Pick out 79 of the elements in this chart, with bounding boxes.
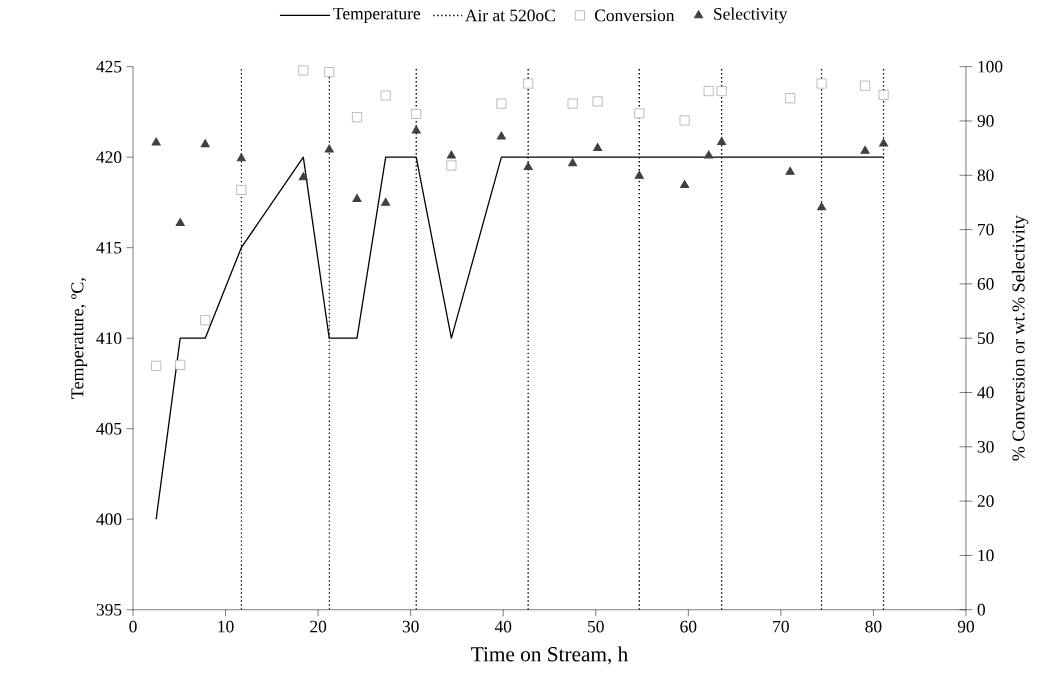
point: [324, 67, 335, 78]
x-tick-label: 70: [773, 620, 789, 633]
point: [567, 98, 578, 109]
point: [236, 185, 247, 195]
point: [703, 86, 714, 97]
x-tick-label: 10: [218, 620, 234, 633]
y2-tick-label: 50: [977, 332, 994, 345]
point: [380, 90, 391, 101]
point: [785, 166, 795, 175]
x-tick-label: 40: [494, 620, 512, 633]
point: [817, 202, 827, 211]
point: [879, 138, 889, 147]
point: [785, 93, 796, 104]
point: [151, 137, 161, 146]
y2-tick-label: 30: [977, 440, 994, 453]
x-tick-label: 30: [402, 620, 419, 633]
y2-tick-label: 0: [977, 603, 986, 616]
point: [381, 197, 391, 206]
point: [593, 143, 603, 152]
y2-tick-label: 20: [977, 495, 994, 508]
point: [704, 150, 714, 159]
x-tick-label: 20: [310, 620, 327, 633]
point: [523, 162, 533, 171]
point: [324, 144, 334, 153]
point: [236, 153, 246, 162]
legend-label: Temperature: [333, 7, 421, 24]
y2-tick-label: 100: [978, 60, 1003, 73]
y-tick-label: 425: [96, 60, 122, 73]
point: [568, 158, 578, 167]
x-tick-label: 90: [957, 620, 975, 633]
y-tick-label: 415: [96, 241, 122, 254]
y2-tick-label: 40: [977, 386, 994, 399]
point: [860, 80, 870, 91]
point: [496, 131, 506, 140]
x-axis-title: Time on Stream, h: [471, 646, 628, 665]
point: [679, 115, 690, 126]
point: [680, 179, 690, 188]
x-tick-label: 80: [865, 620, 882, 633]
point: [175, 217, 185, 226]
y-axis-title: Temperature, ºC,: [71, 278, 88, 399]
point: [446, 160, 457, 171]
legend-label: Conversion: [594, 9, 675, 22]
y2-axis-title: % Conversion or wt.% Selectivity: [1011, 215, 1029, 461]
point: [298, 172, 308, 181]
y2-tick-label: 70: [978, 223, 994, 236]
y2-tick-label: 60: [977, 278, 994, 290]
y2-tick-label: 90: [977, 115, 994, 127]
y-tick-label: 420: [96, 151, 122, 164]
point: [352, 194, 362, 203]
point: [151, 361, 162, 371]
legend-label: Selectivity: [714, 7, 788, 24]
point: [523, 78, 534, 89]
x-tick-label: 50: [588, 620, 604, 633]
y-tick-label: 405: [96, 422, 122, 435]
y-tick-label: 400: [96, 513, 122, 526]
point: [634, 170, 644, 179]
point: [860, 145, 870, 154]
x-tick-label: 60: [680, 620, 697, 633]
point: [446, 150, 456, 159]
point: [175, 359, 186, 370]
point: [298, 65, 309, 76]
y-tick-label: 395: [96, 603, 122, 616]
y2-tick-label: 10: [978, 549, 994, 562]
legend-label: Air at 520oC: [465, 9, 555, 22]
point: [816, 78, 827, 89]
point: [411, 125, 421, 134]
point: [200, 139, 210, 148]
point: [411, 109, 422, 119]
point: [717, 137, 727, 146]
x-tick-label: 0: [129, 620, 137, 633]
point: [716, 86, 727, 97]
point: [878, 90, 889, 100]
y-tick-label: 410: [96, 332, 122, 345]
y2-tick-label: 80: [977, 169, 994, 182]
point: [352, 112, 362, 123]
point: [592, 96, 603, 107]
point: [634, 108, 645, 119]
point: [496, 98, 507, 109]
point: [200, 315, 211, 326]
